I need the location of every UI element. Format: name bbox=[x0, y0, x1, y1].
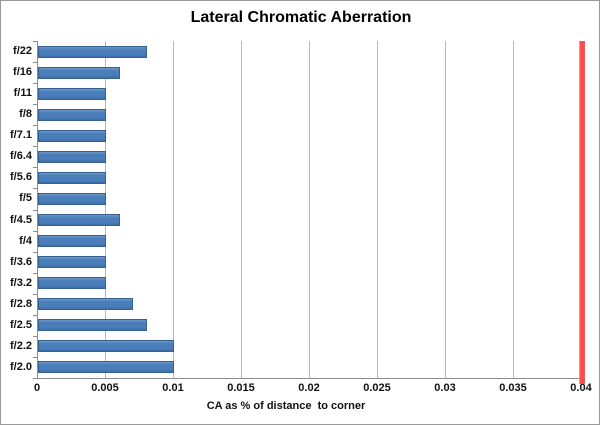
y-axis-tick bbox=[33, 62, 38, 64]
y-axis-tick bbox=[33, 230, 38, 232]
y-axis-tick bbox=[33, 293, 38, 295]
x-axis-title: CA as % of distance to corner bbox=[206, 400, 366, 412]
x-tick-label: 0.005 bbox=[91, 382, 119, 394]
x-tick-label: 0.02 bbox=[298, 382, 320, 394]
x-axis bbox=[37, 378, 582, 379]
y-axis-tick bbox=[33, 209, 38, 211]
bar bbox=[38, 298, 133, 311]
y-axis-tick bbox=[33, 146, 38, 148]
y-axis-tick bbox=[33, 251, 38, 253]
y-axis-tick bbox=[33, 378, 38, 379]
category-label: f/5.6 bbox=[9, 171, 32, 184]
bar bbox=[38, 256, 106, 269]
y-axis-tick bbox=[33, 167, 38, 169]
gridline bbox=[377, 41, 378, 378]
category-label: f/11 bbox=[13, 87, 32, 100]
y-axis-tick bbox=[33, 83, 38, 85]
bar bbox=[38, 87, 106, 100]
bar bbox=[38, 192, 106, 205]
bar bbox=[38, 319, 147, 332]
category-label: f/3.6 bbox=[9, 255, 32, 268]
category-label: f/2.5 bbox=[9, 318, 32, 331]
category-label: f/4 bbox=[19, 234, 32, 247]
y-axis-tick bbox=[33, 188, 38, 190]
reference-line bbox=[579, 41, 585, 384]
category-label: f/2.0 bbox=[9, 360, 32, 373]
y-axis-tick bbox=[33, 104, 38, 106]
y-axis-tick bbox=[33, 125, 38, 127]
x-tick-label: 0.025 bbox=[363, 382, 391, 394]
gridline bbox=[173, 41, 174, 378]
bar bbox=[38, 171, 106, 184]
x-tick-label: 0.04 bbox=[570, 382, 592, 394]
y-axis-tick bbox=[33, 335, 38, 337]
gridline bbox=[309, 41, 310, 378]
gridline bbox=[445, 41, 446, 378]
bar bbox=[38, 108, 106, 121]
category-label: f/2.2 bbox=[9, 339, 32, 352]
bar bbox=[38, 45, 147, 58]
chart-title: Lateral Chromatic Aberration bbox=[190, 9, 412, 26]
y-axis-tick bbox=[33, 314, 38, 316]
bar bbox=[38, 277, 106, 290]
bar bbox=[38, 235, 106, 248]
category-label: f/3.2 bbox=[9, 276, 32, 289]
bar bbox=[38, 340, 174, 353]
bar bbox=[38, 361, 174, 374]
category-label: f/16 bbox=[13, 66, 32, 79]
category-label: f/7.1 bbox=[9, 129, 32, 142]
category-label: f/6.4 bbox=[9, 150, 32, 163]
x-tick-label: 0.035 bbox=[499, 382, 527, 394]
gridline bbox=[241, 41, 242, 378]
y-axis-tick bbox=[33, 41, 38, 42]
gridline bbox=[513, 41, 514, 378]
bar bbox=[38, 129, 106, 142]
x-tick-label: 0.015 bbox=[227, 382, 255, 394]
bar bbox=[38, 214, 120, 227]
bar bbox=[38, 150, 106, 163]
y-axis-tick bbox=[33, 272, 38, 274]
x-tick-label: 0.01 bbox=[162, 382, 184, 394]
y-axis-tick bbox=[33, 356, 38, 358]
category-label: f/4.5 bbox=[9, 213, 32, 226]
x-tick-label: 0.03 bbox=[434, 382, 456, 394]
category-label: f/2.8 bbox=[9, 297, 32, 310]
bar bbox=[38, 66, 120, 79]
category-label: f/22 bbox=[13, 45, 32, 58]
x-tick-label: 0 bbox=[33, 382, 41, 394]
category-label: f/8 bbox=[19, 108, 32, 121]
gridline bbox=[105, 41, 106, 378]
category-label: f/5 bbox=[19, 192, 32, 205]
